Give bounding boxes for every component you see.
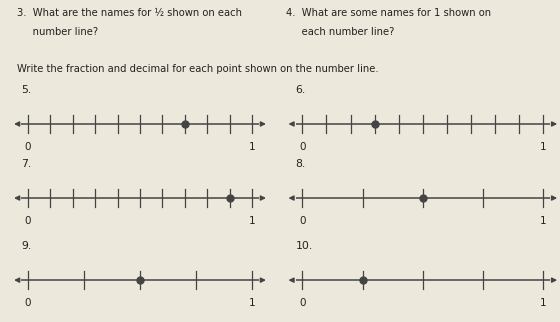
- Text: 0: 0: [25, 298, 31, 308]
- Text: 1: 1: [540, 142, 547, 152]
- Text: 9.: 9.: [21, 241, 31, 251]
- Text: 6.: 6.: [296, 85, 306, 95]
- Text: 1: 1: [540, 216, 547, 226]
- Text: 1: 1: [249, 298, 255, 308]
- Text: 1: 1: [540, 298, 547, 308]
- Text: 1: 1: [249, 142, 255, 152]
- Text: 1: 1: [249, 216, 255, 226]
- Text: each number line?: each number line?: [286, 27, 394, 37]
- Text: 5.: 5.: [21, 85, 31, 95]
- Text: 3.  What are the names for ½ shown on each: 3. What are the names for ½ shown on eac…: [17, 8, 242, 18]
- Text: Write the fraction and decimal for each point shown on the number line.: Write the fraction and decimal for each …: [17, 64, 379, 74]
- Text: 4.  What are some names for 1 shown on: 4. What are some names for 1 shown on: [286, 8, 491, 18]
- Text: 10.: 10.: [296, 241, 313, 251]
- Text: 7.: 7.: [21, 159, 31, 169]
- Text: number line?: number line?: [17, 27, 98, 37]
- Text: 8.: 8.: [296, 159, 306, 169]
- Text: 0: 0: [299, 142, 306, 152]
- Text: 0: 0: [25, 142, 31, 152]
- Text: 0: 0: [299, 216, 306, 226]
- Text: 0: 0: [299, 298, 306, 308]
- Text: 0: 0: [25, 216, 31, 226]
